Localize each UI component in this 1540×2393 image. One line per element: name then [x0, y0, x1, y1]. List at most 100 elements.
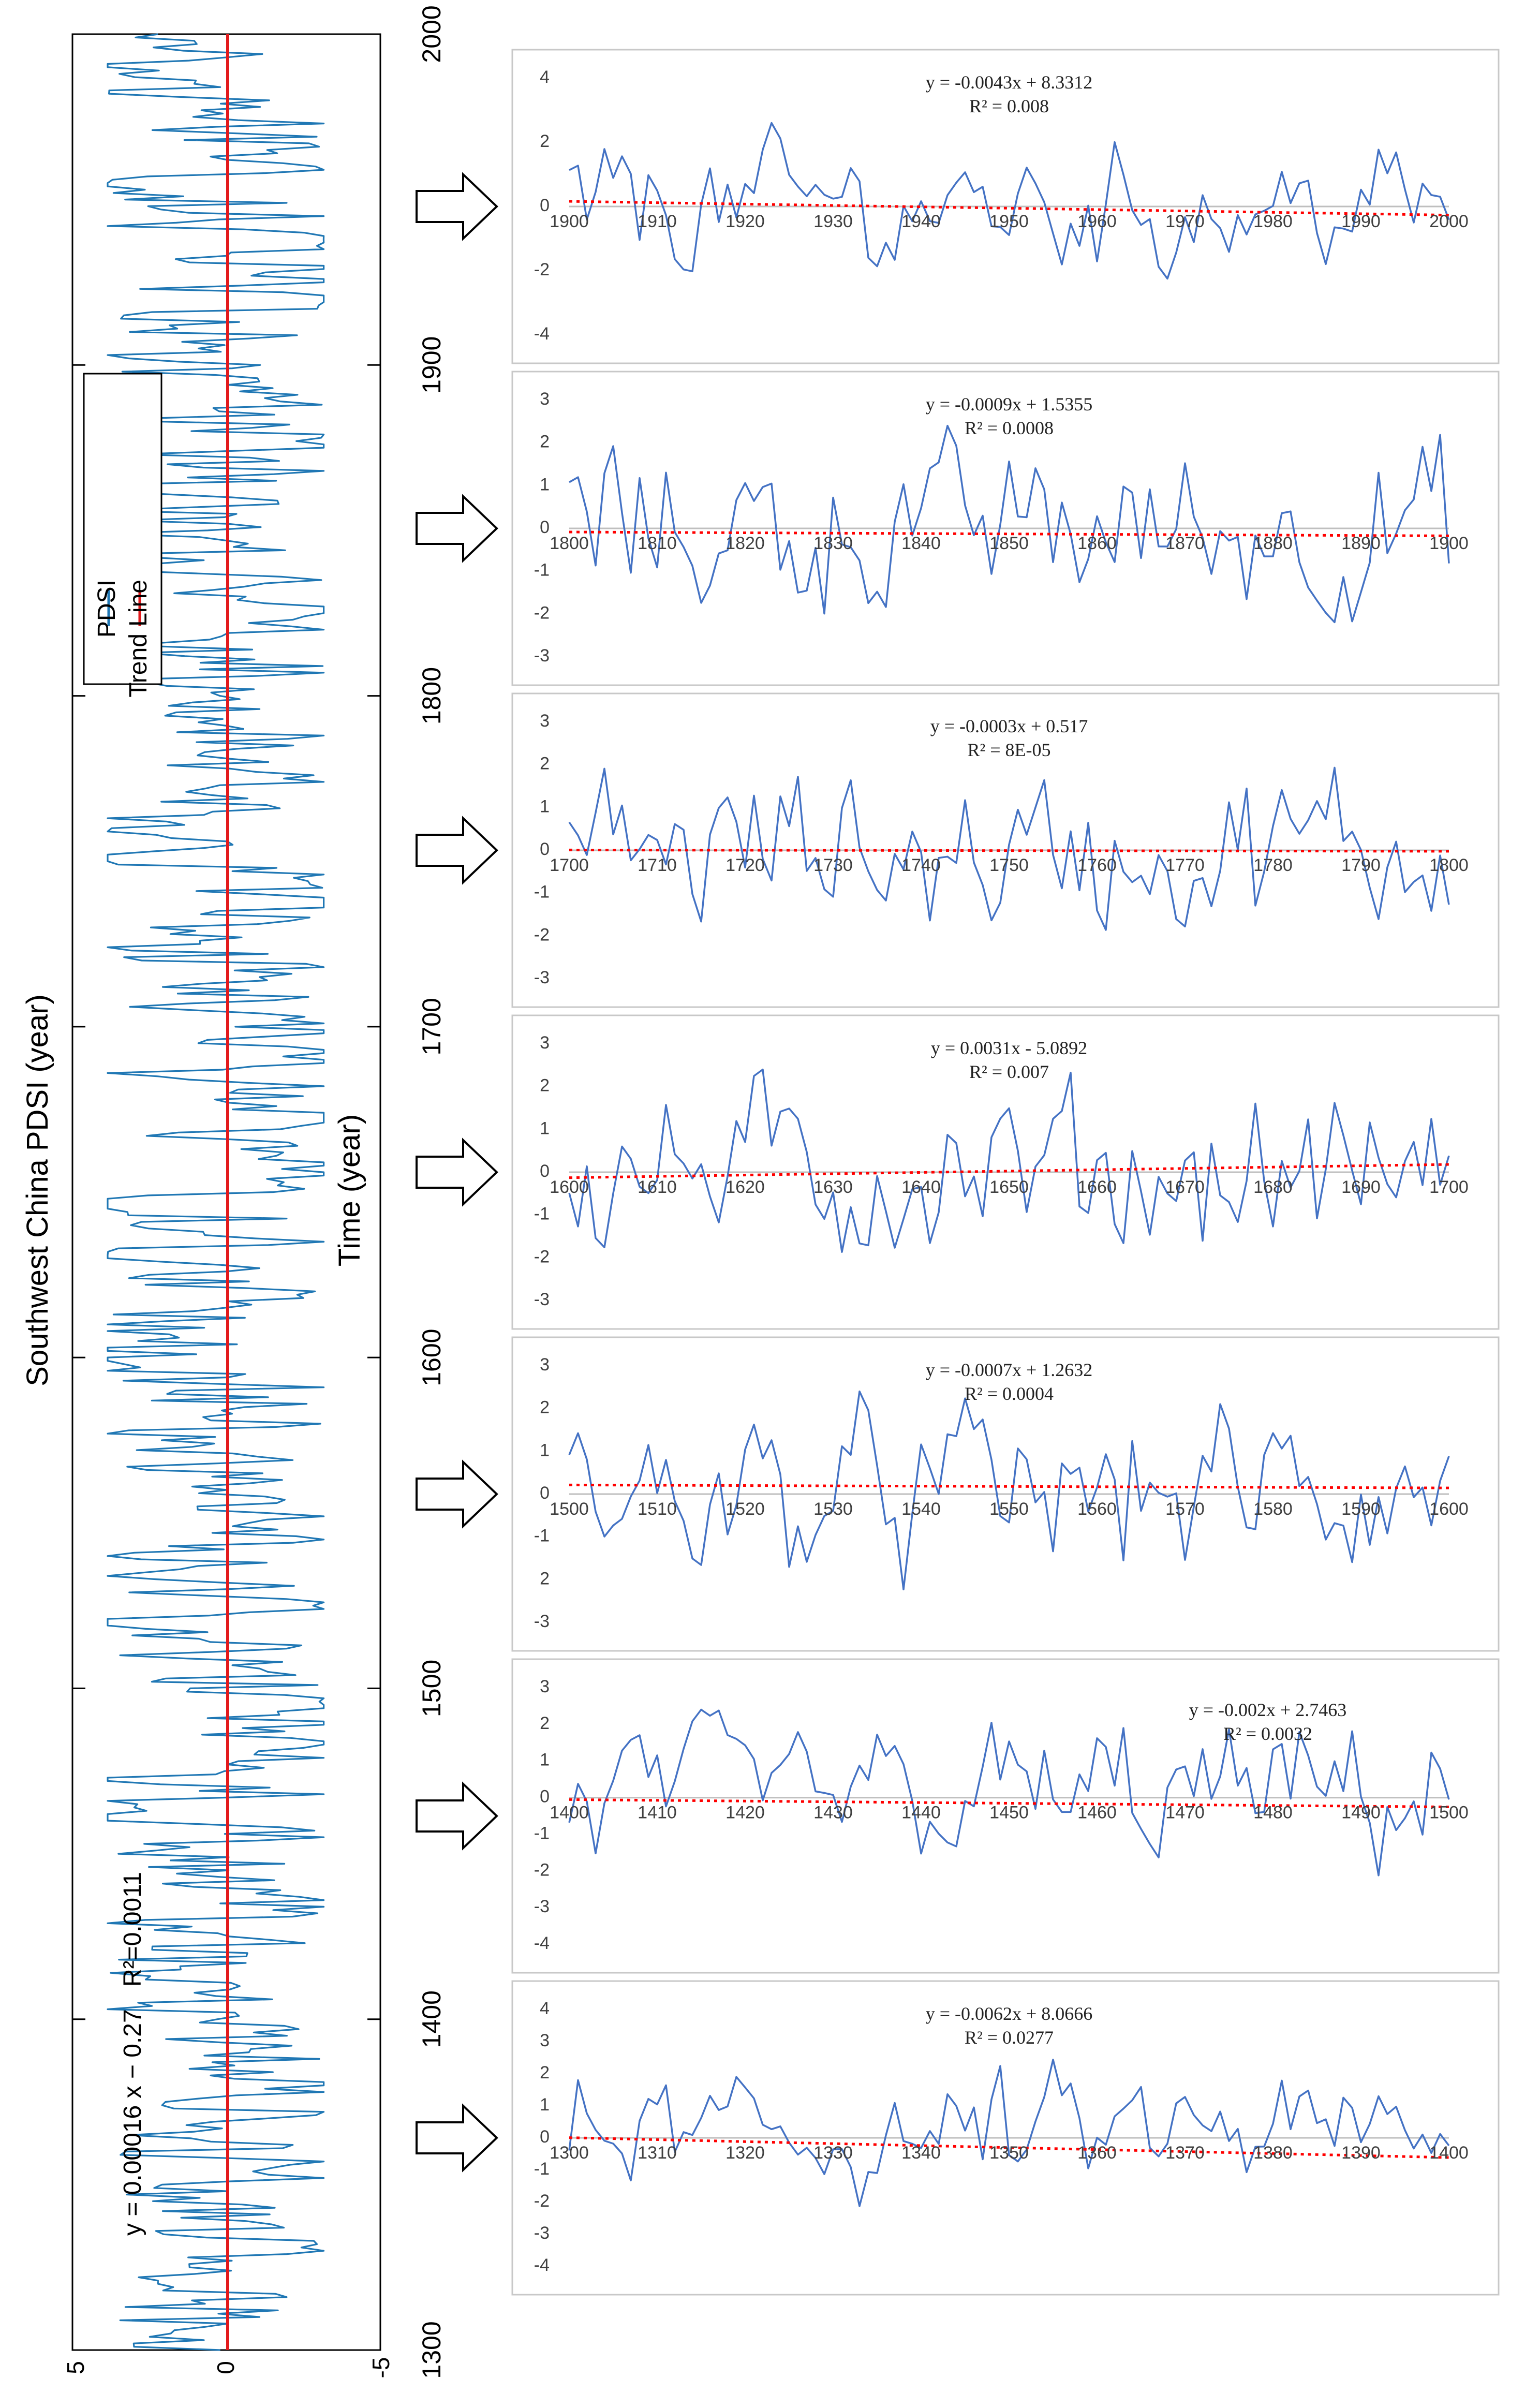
panel-x-tick-label: 1440	[901, 1803, 941, 1823]
panel-x-tick-label: 1530	[813, 1499, 853, 1519]
panel-x-tick-label: 1340	[901, 2143, 941, 2163]
main-ylabel: Southwest China PDSI (year)	[21, 994, 54, 1386]
panel-x-tick-label: 1830	[813, 534, 853, 553]
arrow-column	[416, 172, 498, 2173]
panel-equation: y = -0.0009x + 1.5355	[926, 394, 1093, 415]
panel-x-tick-label: 1520	[725, 1499, 765, 1519]
panel-x-tick-label: 1900	[550, 212, 589, 231]
panel-y-tick-label: -3	[534, 1612, 550, 1631]
panel-y-tick-label: 1	[540, 1440, 550, 1460]
panel-1400-1500: 3 2 1 0 -1 -2 -3 -4 1400 1410 1420 1430 1440 1450 1460…	[511, 1658, 1500, 1974]
panel-y-tick-label: -2	[534, 2191, 550, 2211]
panel-trend-line	[569, 1483, 1449, 1489]
panel-y-tick-label: 0	[540, 2127, 550, 2147]
panel-x-tick-label: 1880	[1253, 534, 1293, 553]
panel-series-line	[568, 1068, 1450, 1253]
panel-x-tick-label: 1540	[901, 1499, 941, 1519]
panel-x-tick-label: 1930	[813, 212, 853, 231]
main-time-tick-label: 1400	[417, 1990, 446, 2048]
panel-y-tick-label: 2	[540, 1076, 550, 1096]
panel-x-tick-label: 1630	[813, 1177, 853, 1197]
panel-1800-1900: 3 2 1 0 -1 -2 -3 1800 1810 1820 1830 1840 1850 1860 18…	[511, 371, 1500, 686]
panel-x-tick-label: 1390	[1341, 2143, 1381, 2163]
panel-series-line	[568, 766, 1450, 931]
panel-y-tick-label: 4	[540, 67, 550, 87]
panel-y-tick-label: 1	[540, 2095, 550, 2115]
panel-x-tick-label: 1620	[725, 1177, 765, 1197]
panel-equation: y = -0.0043x + 8.3312	[926, 72, 1093, 93]
panel-x-tick-label: 1450	[989, 1803, 1029, 1823]
panel-y-tick-label: -3	[534, 1290, 550, 1309]
panel-x-tick-label: 1300	[550, 2143, 589, 2163]
panel-x-tick-label: 1680	[1253, 1177, 1293, 1197]
panel-equation: y = -0.0007x + 1.2632	[926, 1360, 1093, 1380]
panel-equation: y = 0.0031x - 5.0892	[931, 1038, 1087, 1058]
panel-y-tick-label: -2	[534, 1860, 550, 1880]
main-y-tick-0: 0	[212, 2361, 239, 2374]
panel-y-tick-label: -2	[534, 925, 550, 944]
panel-x-tick-label: 1550	[989, 1499, 1029, 1519]
panel-equation: y = -0.002x + 2.7463	[1189, 1700, 1347, 1720]
panel-y-tick-label: -2	[534, 260, 550, 279]
panel-series-line	[568, 1708, 1450, 1877]
panel-x-tick-label: 1860	[1077, 534, 1117, 553]
panel-y-tick-label: -4	[534, 324, 550, 344]
panel-x-tick-label: 1810	[638, 534, 677, 553]
panel-y-tick-label: 3	[540, 711, 550, 731]
panel-1300-1400: 4 3 2 1 0 -1 -2 -3 -4 1300 1310 1320 1330 1340 1350 136…	[511, 1980, 1500, 2296]
panel-r-squared: R² = 8E-05	[967, 740, 1050, 760]
panel-x-tick-label: 1560	[1077, 1499, 1117, 1519]
panel-x-tick-label: 1400	[550, 1803, 589, 1823]
panel-y-tick-label: 4	[540, 1999, 550, 2018]
panel-y-tick-label: 0	[540, 196, 550, 215]
panel-x-tick-label: 1670	[1165, 1177, 1205, 1197]
panel-x-tick-label: 1320	[725, 2143, 765, 2163]
panel-y-tick-label: 2	[540, 754, 550, 774]
panel-x-tick-label: 1910	[638, 212, 677, 231]
panel-y-tick-label: -3	[534, 646, 550, 666]
panel-r-squared: R² = 0.008	[969, 96, 1049, 116]
panel-x-tick-label: 1750	[989, 855, 1029, 875]
panel-x-tick-label: 1650	[989, 1177, 1029, 1197]
panel-r-squared: R² = 0.0004	[965, 1383, 1054, 1404]
panel-x-tick-label: 1490	[1341, 1803, 1381, 1823]
panel-x-tick-label: 1600	[1429, 1499, 1469, 1519]
panel-y-tick-label: -4	[534, 2255, 550, 2275]
main-xlabel: Time (year)	[333, 1114, 366, 1266]
legend-trend-label: Trend Line	[125, 580, 152, 698]
panel-x-tick-label: 1510	[638, 1499, 677, 1519]
panel-y-tick-label: 3	[540, 1033, 550, 1053]
panel-y-tick-label: -4	[534, 1933, 550, 1953]
panel-equation: y = -0.0003x + 0.517	[930, 716, 1088, 736]
panel-y-tick-label: 0	[540, 1161, 550, 1181]
panel-y-tick-label: 0	[540, 839, 550, 859]
panel-y-tick-label: -3	[534, 968, 550, 987]
panel-x-tick-label: 1980	[1253, 212, 1293, 231]
panel-x-tick-label: 1840	[901, 534, 941, 553]
panel-x-tick-label: 1700	[550, 855, 589, 875]
panel-y-tick-label: -3	[534, 2223, 550, 2243]
main-time-tick-label: 2000	[417, 5, 446, 63]
panel-x-tick-label: 1850	[989, 534, 1029, 553]
panel-y-tick-label: 2	[540, 1398, 550, 1417]
panel-x-tick-label: 1420	[725, 1803, 765, 1823]
panel-y-tick-label: 2	[540, 1569, 550, 1588]
panel-y-tick-label: 0	[540, 1787, 550, 1807]
panel-r-squared: R² = 0.0008	[965, 418, 1054, 438]
panel-x-tick-label: 1480	[1253, 1803, 1293, 1823]
panel-x-tick-label: 1700	[1429, 1177, 1469, 1197]
panel-trend-line	[569, 530, 1449, 537]
panel-y-tick-label: 0	[540, 518, 550, 537]
panel-x-tick-label: 1790	[1341, 855, 1381, 875]
main-time-tick-label: 1600	[417, 1329, 446, 1386]
panel-x-tick-label: 1690	[1341, 1177, 1381, 1197]
panel-y-tick-label: 3	[540, 1677, 550, 1696]
panel-x-tick-label: 1410	[638, 1803, 677, 1823]
main-legend: PDSI Trend Line	[83, 373, 162, 698]
panel-x-tick-label: 1900	[1429, 534, 1469, 553]
panel-y-tick-label: -2	[534, 1247, 550, 1266]
panel-x-tick-label: 1990	[1341, 212, 1381, 231]
panel-series-line	[568, 1390, 1450, 1591]
right-arrow-icon	[416, 494, 498, 563]
main-time-axis: 1300 1400 1500 1600 1700 1800 1900 2000	[72, 5, 446, 2379]
